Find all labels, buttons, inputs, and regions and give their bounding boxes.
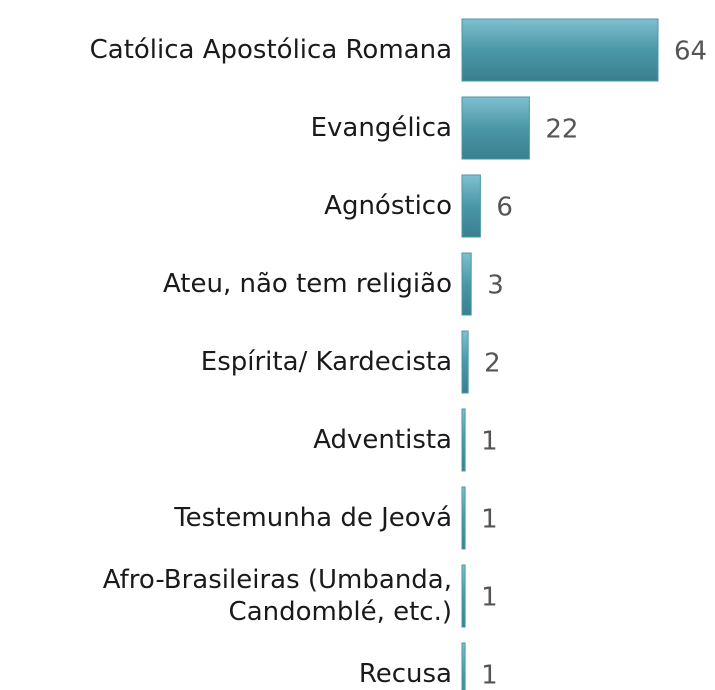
category-label-line: Adventista [313,425,452,455]
value-label: 1 [481,427,498,457]
category-label: Afro-Brasileiras (Umbanda,Candomblé, etc… [103,565,452,627]
bar [462,19,658,81]
category-label-line: Afro-Brasileiras (Umbanda, [103,565,452,595]
value-label: 2 [484,349,501,379]
bar [462,175,480,237]
bar [462,565,465,627]
value-label: 1 [481,583,498,613]
category-label: Recusa [359,659,452,689]
category-label-line: Agnóstico [324,191,452,221]
category-label-line: Recusa [359,659,452,689]
bar [462,487,465,549]
value-label: 6 [496,193,513,223]
category-label-line: Ateu, não tem religião [163,269,452,299]
bar [462,643,465,690]
category-label-line: Evangélica [311,113,452,143]
value-label: 3 [487,271,504,301]
category-label-line: Candomblé, etc.) [229,597,452,627]
value-label: 1 [481,661,498,690]
category-label: Católica Apostólica Romana [90,35,452,65]
category-label-line: Testemunha de Jeová [173,503,452,533]
category-label: Adventista [313,425,452,455]
category-label: Agnóstico [324,191,452,221]
value-label: 1 [481,505,498,535]
value-label: 22 [545,115,578,145]
category-label-line: Espírita/ Kardecista [201,347,452,377]
bar [462,253,471,315]
category-label: Evangélica [311,113,452,143]
chart: Católica Apostólica Romana64Evangélica22… [0,0,715,690]
category-label-line: Católica Apostólica Romana [90,35,452,65]
bar [462,97,529,159]
category-label: Espírita/ Kardecista [201,347,452,377]
category-label: Ateu, não tem religião [163,269,452,299]
bar [462,409,465,471]
bar [462,331,468,393]
value-label: 64 [674,37,707,67]
category-label: Testemunha de Jeová [173,503,452,533]
